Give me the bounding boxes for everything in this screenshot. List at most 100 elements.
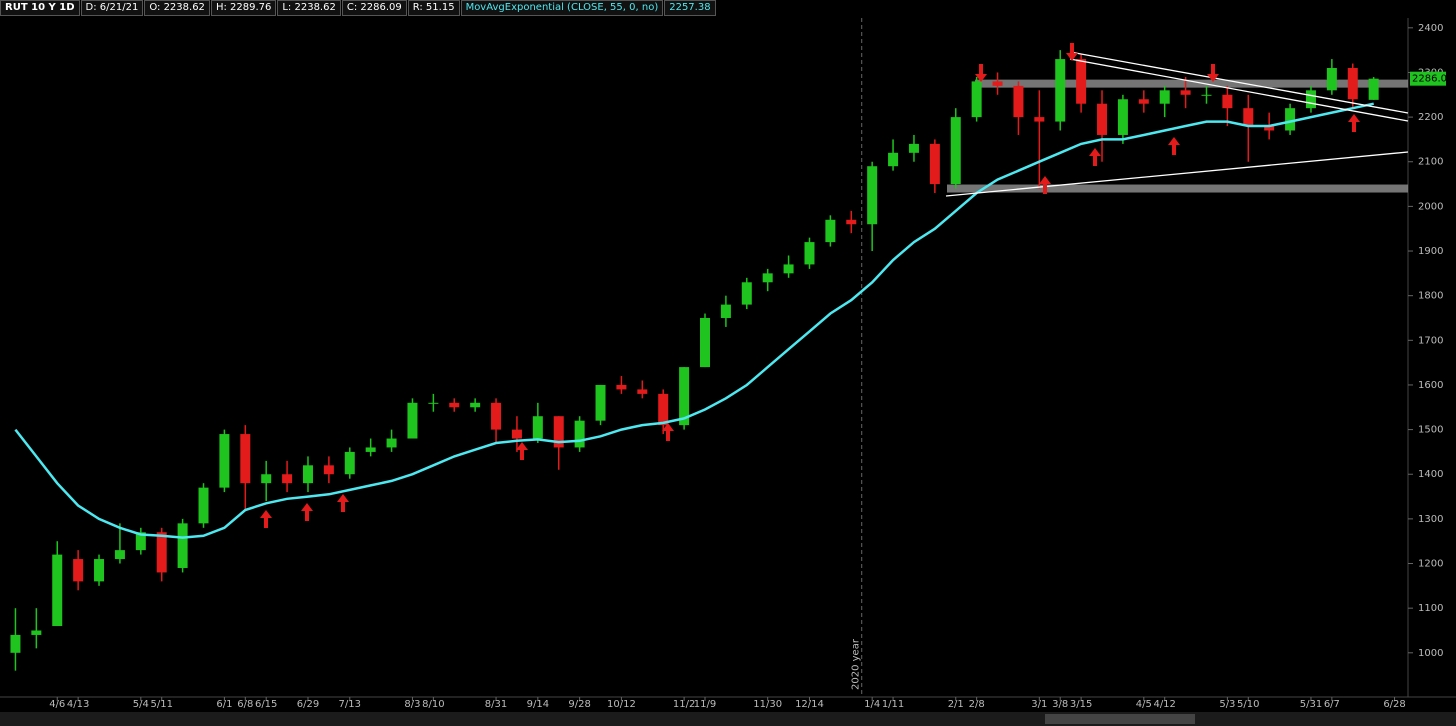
high: H: 2289.76 <box>210 0 277 16</box>
header: RUT 10 Y 1D D: 6/21/21 O: 2238.62 H: 228… <box>0 0 717 16</box>
x-tick-label: 2/1 <box>948 699 964 710</box>
x-tick-label: 5/4 <box>133 699 149 710</box>
candle-body <box>700 317 710 368</box>
candle-body <box>386 438 397 448</box>
x-tick-label: 4/12 <box>1153 699 1175 710</box>
last-price-label: 2286.09 <box>1412 74 1453 85</box>
candle-body <box>323 465 334 475</box>
y-tick-label: 1200 <box>1418 559 1443 570</box>
open: O: 2238.62 <box>144 0 210 16</box>
arrow-up <box>1348 114 1360 132</box>
scrollbar[interactable] <box>0 712 1456 726</box>
y-tick-label: 1000 <box>1418 648 1443 659</box>
candle-body <box>720 304 731 318</box>
x-tick-label: 5/31 <box>1300 699 1322 710</box>
arrow-up <box>516 442 528 460</box>
candle-body <box>114 550 125 560</box>
x-tick-label: 3/8 <box>1052 699 1068 710</box>
candle-body <box>470 402 481 408</box>
x-tick-label: 6/15 <box>255 699 277 710</box>
arrow-up <box>1039 176 1051 194</box>
candle-body <box>908 143 919 153</box>
candle-body <box>219 434 230 488</box>
candle-body <box>846 219 857 225</box>
candle-body <box>365 447 376 452</box>
x-tick-label: 5/11 <box>150 699 172 710</box>
candle-body <box>1243 108 1254 127</box>
y-tick-label: 1700 <box>1418 335 1443 346</box>
arrow-up <box>337 494 349 512</box>
x-tick-label: 11/30 <box>753 699 782 710</box>
level-band <box>947 184 1408 193</box>
x-tick-label: 3/15 <box>1070 699 1092 710</box>
candle-body <box>637 389 648 394</box>
candle-body <box>94 559 105 582</box>
y-tick-label: 2200 <box>1418 112 1443 123</box>
candle-body <box>302 465 313 484</box>
trendlines <box>945 51 1409 197</box>
scroll-thumb[interactable] <box>1045 714 1195 724</box>
candle-body <box>1368 78 1379 100</box>
candle-body <box>532 416 543 439</box>
candle-body <box>177 523 188 568</box>
x-tick-label: 8/3 <box>404 699 420 710</box>
candle-body <box>1013 85 1024 118</box>
symbol[interactable]: RUT 10 Y 1D <box>0 0 80 16</box>
x-tick-label: 1/4 <box>864 699 880 710</box>
arrow-up <box>1089 148 1101 166</box>
x-tick-label: 8/31 <box>485 699 507 710</box>
candle-body <box>1222 94 1233 109</box>
arrow-down <box>1066 43 1078 61</box>
x-tick-label: 3/1 <box>1031 699 1047 710</box>
x-tick-label: 11/2 <box>673 699 695 710</box>
arrow-down <box>1207 64 1219 82</box>
level-band <box>975 79 1408 88</box>
plot: 4/6 4/13 5/4 5/11 6/1 6/8 6/15 6/29 7/13 8/3 8/10 8… <box>10 18 1413 710</box>
candle-body <box>344 451 355 475</box>
arrow-down <box>975 64 987 82</box>
candle-body <box>491 402 502 430</box>
x-tick-label: 7/13 <box>339 699 361 710</box>
candle-body <box>1138 99 1149 104</box>
x-tick-label: 6/7 <box>1324 699 1340 710</box>
candle-body <box>1326 67 1337 91</box>
candle-body <box>971 81 982 118</box>
candle-body <box>135 532 146 551</box>
arrows <box>260 43 1360 528</box>
candle-body <box>679 367 690 426</box>
study[interactable]: MovAvgExponential (CLOSE, 55, 0, no) <box>460 0 664 16</box>
candle-body <box>1159 90 1170 104</box>
y-tick-label: 1800 <box>1418 291 1443 302</box>
candle-body <box>574 420 585 448</box>
x-tick-label: 10/12 <box>607 699 636 710</box>
y-tick-label: 1600 <box>1418 380 1443 391</box>
candle-body <box>73 559 84 582</box>
study-value: 2257.38 <box>664 0 716 16</box>
candle-body <box>282 474 293 484</box>
x-tick-label: 6/28 <box>1383 699 1405 710</box>
x-tick-label: 5/10 <box>1237 699 1259 710</box>
date: D: 6/21/21 <box>80 0 144 16</box>
candle-body <box>1034 117 1045 122</box>
candle-body <box>449 402 460 408</box>
low: L: 2238.62 <box>277 0 341 16</box>
candle-body <box>553 416 564 448</box>
candle-body <box>929 143 940 185</box>
candle-body <box>1097 103 1108 135</box>
candle-body <box>616 384 627 390</box>
candle-body <box>804 242 815 265</box>
candle-body <box>407 402 418 439</box>
candle-body <box>1180 90 1191 95</box>
y-tick-label: 2400 <box>1418 23 1443 34</box>
candle-body <box>992 81 1003 86</box>
candle-body <box>1201 94 1212 96</box>
candle-body <box>1117 99 1128 135</box>
x-tick-label: 6/1 <box>216 699 232 710</box>
trendline <box>1069 51 1409 114</box>
range: R: 51.15 <box>407 0 460 16</box>
candle-body <box>825 219 836 243</box>
arrow-up <box>301 503 313 521</box>
arrow-up <box>1168 137 1180 155</box>
x-tick-label: 12/14 <box>795 699 824 710</box>
